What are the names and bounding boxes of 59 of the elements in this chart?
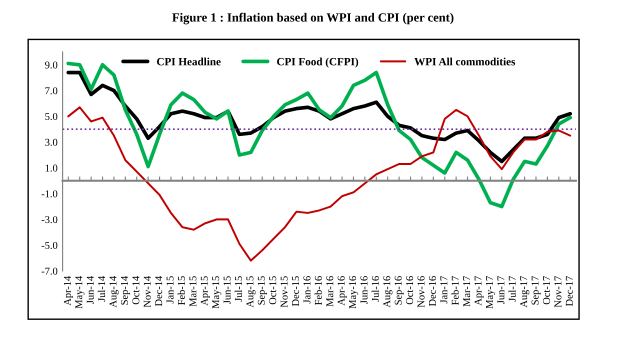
x-tick-label: Jan-17: [440, 276, 448, 304]
x-tick-label: Aug-17: [520, 276, 530, 308]
chart-title: Figure 1 : Inflation based on WPI and CPI (per cent): [172, 12, 454, 24]
x-tick-label: Jul-15: [234, 276, 242, 302]
x-tick-label: Aug-14: [110, 276, 119, 308]
x-tick-label: Apr-17: [474, 276, 484, 306]
x-tick-label: Dec-17: [566, 276, 573, 306]
x-tick-label: Jun-17: [497, 276, 504, 304]
legend-label: CPI Headline: [157, 58, 221, 66]
x-tick-label: Jul-16: [372, 276, 379, 302]
x-tick-label: Jun-15: [224, 276, 231, 304]
x-tick-label: Apr-14: [64, 276, 74, 306]
y-tick-label: -3.0: [42, 216, 58, 224]
x-tick-label: Jan-16: [303, 276, 310, 304]
y-tick-label: -1.0: [42, 190, 58, 198]
legend-label: WPI All commodities: [414, 58, 516, 66]
x-tick-label: Jun-16: [360, 276, 368, 304]
x-tick-label: Oct-16: [406, 276, 414, 304]
x-tick-label: Oct-15: [269, 276, 276, 304]
x-tick-label: Jul-17: [508, 276, 516, 302]
x-tick-label: Apr-16: [338, 276, 347, 306]
x-tick-label: Feb-15: [178, 276, 185, 306]
x-tick-label: Mar-15: [189, 276, 196, 307]
x-tick-label: Jul-14: [98, 276, 106, 302]
x-tick-label: Sep-16: [394, 276, 404, 305]
y-tick-label: 3.0: [45, 138, 58, 146]
x-tick-label: Dec-14: [155, 276, 162, 306]
y-tick-label: -7.0: [42, 268, 58, 275]
x-tick-label: Oct-17: [543, 276, 550, 304]
x-tick-label: Mar-17: [463, 276, 470, 307]
x-tick-label: Aug-15: [246, 276, 256, 308]
x-tick-label: May-14: [75, 276, 84, 308]
x-tick-label: Nov-14: [144, 276, 151, 308]
x-tick-label: Jun-14: [86, 276, 94, 304]
x-tick-label: Sep-15: [258, 276, 267, 305]
line-series: [67, 106, 572, 262]
x-tick-label: May-16: [349, 276, 358, 308]
legend-label: CPI Food (CFPI): [277, 58, 358, 68]
x-tick-label: Sep-17: [532, 276, 541, 305]
x-tick-label: Oct-14: [132, 276, 140, 304]
x-tick-label: Nov-16: [418, 276, 425, 308]
x-tick-label: Mar-16: [326, 276, 334, 307]
y-tick-label: 1.0: [46, 164, 58, 172]
y-tick-label: 7.0: [45, 87, 58, 94]
x-tick-label: Nov-15: [280, 276, 288, 308]
x-tick-label: Apr-15: [200, 276, 210, 306]
x-tick-label: Dec-15: [292, 276, 300, 306]
x-tick-label: May-17: [486, 276, 496, 308]
x-tick-label: Jan-15: [166, 276, 174, 304]
x-tick-label: Nov-17: [554, 276, 562, 308]
x-tick-label: Feb-16: [314, 276, 322, 306]
x-tick-label: Feb-17: [451, 276, 459, 306]
y-tick-label: 9.0: [45, 61, 58, 69]
x-tick-label: Dec-16: [428, 276, 436, 306]
x-tick-label: Aug-16: [383, 276, 392, 308]
y-tick-label: 5.0: [45, 113, 58, 120]
x-tick-label: Sep-14: [120, 276, 130, 305]
x-tick-label: May-15: [212, 276, 222, 308]
y-tick-label: -5.0: [42, 242, 58, 249]
